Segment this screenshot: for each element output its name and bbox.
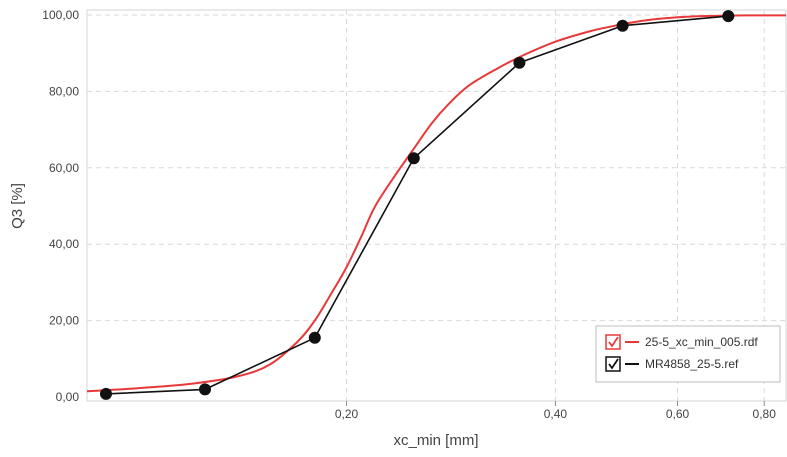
x-tick-label: 0,40 bbox=[544, 407, 568, 421]
x-axis-title: xc_min [mm] bbox=[393, 432, 478, 449]
x-tick-label: 0,80 bbox=[753, 407, 777, 421]
check-icon bbox=[608, 336, 619, 348]
data-point bbox=[308, 331, 321, 344]
legend-box bbox=[595, 325, 781, 383]
y-tick-label: 40,00 bbox=[49, 237, 79, 251]
y-tick-label: 80,00 bbox=[49, 84, 79, 98]
x-axis-ticks: 0,20 0,40 0,60 0,80 bbox=[335, 401, 776, 421]
data-point bbox=[407, 152, 420, 165]
legend: 25-5_xc_min_005.rdf MR4858_25-5.ref bbox=[595, 325, 781, 383]
data-point bbox=[616, 19, 629, 32]
y-tick-label: 60,00 bbox=[49, 161, 79, 175]
data-point bbox=[100, 387, 112, 400]
data-point bbox=[199, 383, 211, 396]
y-tick-label: 100,00 bbox=[42, 8, 79, 22]
series-line-1 bbox=[86, 14, 786, 393]
y-tick-label: 0,00 bbox=[56, 390, 80, 404]
y-axis-ticks: 0,00 20,00 40,00 60,00 80,00 100,00 bbox=[42, 8, 79, 404]
check-icon bbox=[608, 358, 619, 370]
x-tick-label: 0,60 bbox=[666, 407, 690, 421]
data-point bbox=[513, 56, 526, 69]
legend-label-series-1: 25-5_xc_min_005.rdf bbox=[645, 335, 758, 349]
legend-label-series-2: MR4858_25-5.ref bbox=[645, 357, 739, 371]
series-layer bbox=[86, 10, 786, 400]
y-axis-title: Q3 [%] bbox=[9, 183, 26, 229]
x-tick-label: 0,20 bbox=[335, 407, 359, 421]
y-tick-label: 20,00 bbox=[49, 314, 79, 328]
data-point bbox=[722, 10, 735, 23]
